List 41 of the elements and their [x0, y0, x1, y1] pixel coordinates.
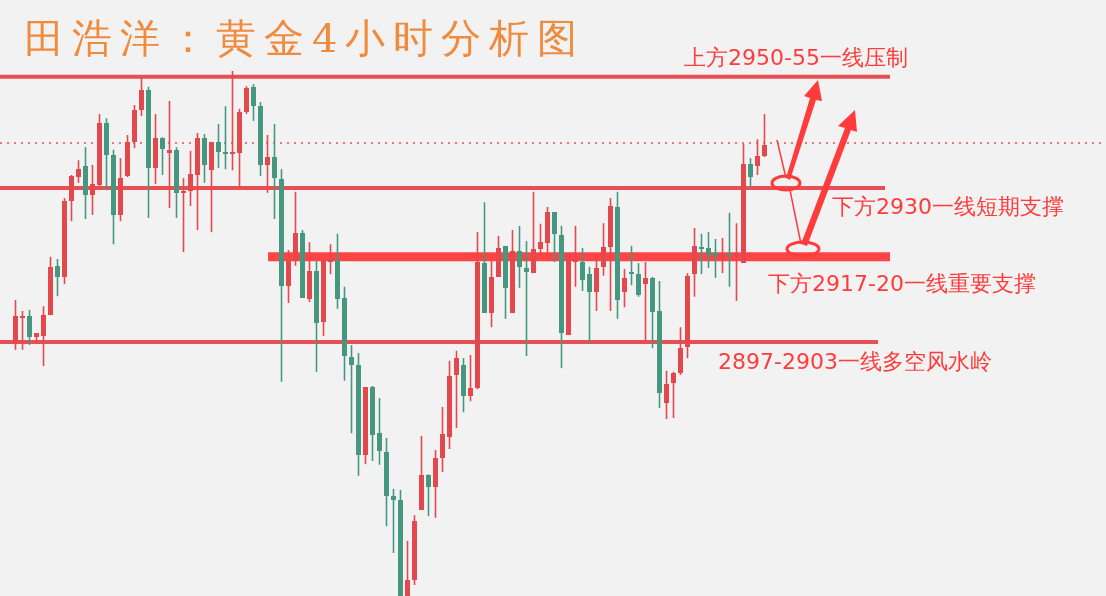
chart-title: 田浩洋：黄金4小时分析图 [24, 15, 586, 61]
candlestick [748, 157, 753, 188]
candlestick [216, 123, 221, 169]
candlestick [223, 105, 228, 170]
candlestick [272, 123, 277, 220]
candlestick [552, 211, 557, 263]
candlestick [720, 237, 725, 274]
candlestick [636, 262, 641, 298]
candlestick [699, 232, 704, 275]
candlestick [405, 540, 410, 596]
candlestick [727, 211, 732, 288]
candlestick [426, 473, 431, 517]
candlestick [573, 225, 578, 288]
candlestick [629, 245, 634, 286]
candlestick [664, 369, 669, 420]
candlestick [454, 350, 459, 429]
candlestick [671, 371, 676, 419]
candlestick [76, 159, 81, 184]
candlestick [517, 225, 522, 289]
candlestick [468, 354, 473, 403]
candlestick [391, 488, 396, 554]
candlestick [622, 268, 627, 309]
candlestick [580, 247, 585, 292]
ref-line-label: 下方2930一线短期支撑 [832, 194, 1064, 220]
candlestick [524, 240, 529, 357]
candlestick [587, 266, 592, 344]
candlestick [538, 222, 543, 256]
candlestick [160, 136, 165, 176]
candlestick [55, 258, 60, 298]
candlestick [328, 243, 333, 275]
candlestick [349, 344, 354, 435]
candlestick [251, 83, 256, 122]
candlestick [601, 222, 606, 277]
ref-line-label: 2897-2903一线多空风水岭 [718, 348, 992, 374]
candlestick [377, 397, 382, 466]
candlestick [713, 238, 718, 279]
candlestick [706, 231, 711, 269]
ref-line-label: 上方2950-55一线压制 [684, 44, 908, 70]
legend-label: 下方2917-20一线重要支撑 [768, 270, 1036, 296]
candlestick [27, 309, 32, 346]
candlestick [734, 222, 739, 302]
